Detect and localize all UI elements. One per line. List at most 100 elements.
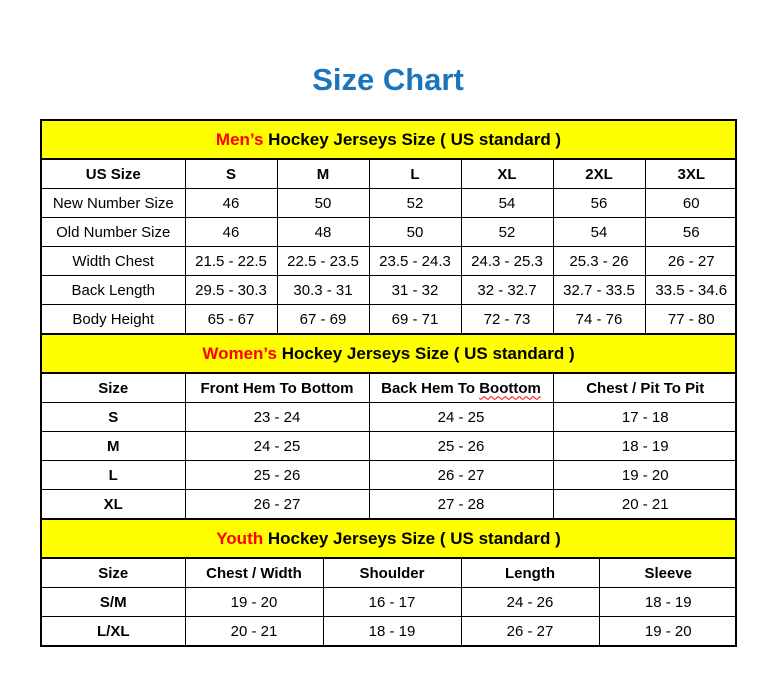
size-value-cell: 27 - 28 <box>368 489 554 518</box>
size-value-cell: 69 - 71 <box>368 304 462 333</box>
size-value-cell: 60 <box>644 188 737 218</box>
size-value-cell: 20 - 21 <box>184 616 324 645</box>
youth-section: Youth Hockey Jerseys Size ( US standard … <box>42 518 737 645</box>
column-header: Front Hem To Bottom <box>184 374 370 403</box>
size-value-cell: 31 - 32 <box>368 275 462 305</box>
table-row: XL 26 - 27 27 - 28 20 - 21 <box>42 489 737 518</box>
column-header: L <box>368 160 462 189</box>
size-value-cell: 56 <box>644 217 737 247</box>
size-value-cell: 46 <box>184 217 278 247</box>
youth-banner-highlight: Youth <box>216 528 264 548</box>
size-value-cell: 54 <box>552 217 646 247</box>
table-row: S/M 19 - 20 16 - 17 24 - 26 18 - 19 <box>42 587 737 617</box>
size-value-cell: 24 - 25 <box>184 431 370 461</box>
column-header: Chest / Pit To Pit <box>552 374 737 403</box>
column-header: S <box>184 160 278 189</box>
size-value-cell: 25 - 26 <box>184 460 370 490</box>
youth-header-row: Size Chest / Width Shoulder Length Sleev… <box>42 559 737 588</box>
size-value-cell: 46 <box>184 188 278 218</box>
mens-header-row: US Size S M L XL 2XL 3XL <box>42 160 737 189</box>
column-header: M <box>276 160 370 189</box>
size-value-cell: 26 - 27 <box>368 460 554 490</box>
size-value-cell: 50 <box>276 188 370 218</box>
table-row: New Number Size 46 50 52 54 56 60 <box>42 188 737 218</box>
size-value-cell: 19 - 20 <box>598 616 737 645</box>
size-value-cell: 21.5 - 22.5 <box>184 246 278 276</box>
table-row: Old Number Size 46 48 50 52 54 56 <box>42 217 737 247</box>
size-value-cell: 52 <box>368 188 462 218</box>
womens-banner-text: Hockey Jerseys Size ( US standard ) <box>276 343 575 363</box>
size-value-cell: 17 - 18 <box>552 402 737 432</box>
size-value-cell: 26 - 27 <box>460 616 600 645</box>
size-value-cell: 23.5 - 24.3 <box>368 246 462 276</box>
column-header: 3XL <box>644 160 737 189</box>
size-value-cell: 22.5 - 23.5 <box>276 246 370 276</box>
mens-banner-highlight: Men’s <box>215 129 264 149</box>
size-value-cell: 65 - 67 <box>184 304 278 333</box>
table-row: L 25 - 26 26 - 27 19 - 20 <box>42 460 737 490</box>
youth-size-table: Size Chest / Width Shoulder Length Sleev… <box>42 559 737 645</box>
size-value-cell: 24 - 26 <box>460 587 600 617</box>
mens-banner-text: Hockey Jerseys Size ( US standard ) <box>263 129 562 149</box>
table-row: S 23 - 24 24 - 25 17 - 18 <box>42 402 737 432</box>
column-header: Chest / Width <box>184 559 324 588</box>
size-value-cell: 26 - 27 <box>644 246 737 276</box>
size-value-cell: 74 - 76 <box>552 304 646 333</box>
mens-table-banner: Men’s Hockey Jerseys Size ( US standard … <box>42 121 735 160</box>
size-value-cell: 18 - 19 <box>598 587 737 617</box>
size-value-cell: 50 <box>368 217 462 247</box>
size-value-cell: 30.3 - 31 <box>276 275 370 305</box>
mens-size-table: US Size S M L XL 2XL 3XL New Number Size… <box>42 160 737 333</box>
womens-banner-highlight: Women’s <box>202 343 277 363</box>
size-value-cell: 18 - 19 <box>322 616 462 645</box>
header-text: Back Hem To <box>381 379 480 397</box>
column-header: 2XL <box>552 160 646 189</box>
size-value-cell: 52 <box>460 217 554 247</box>
size-value-cell: 25 - 26 <box>368 431 554 461</box>
size-value-cell: 32.7 - 33.5 <box>552 275 646 305</box>
size-value-cell: 20 - 21 <box>552 489 737 518</box>
womens-section: Women’s Hockey Jerseys Size ( US standar… <box>42 333 737 518</box>
row-label: S/M <box>42 587 186 617</box>
size-value-cell: 72 - 73 <box>460 304 554 333</box>
row-label: New Number Size <box>42 188 186 218</box>
womens-table-banner: Women’s Hockey Jerseys Size ( US standar… <box>42 333 735 374</box>
size-value-cell: 25.3 - 26 <box>552 246 646 276</box>
size-value-cell: 24.3 - 25.3 <box>460 246 554 276</box>
row-label: Old Number Size <box>42 217 186 247</box>
table-row: M 24 - 25 25 - 26 18 - 19 <box>42 431 737 461</box>
row-label: S <box>42 402 186 432</box>
column-header: Shoulder <box>322 559 462 588</box>
size-value-cell: 67 - 69 <box>276 304 370 333</box>
row-label: Body Height <box>42 304 186 333</box>
size-value-cell: 32 - 32.7 <box>460 275 554 305</box>
row-label: Back Length <box>42 275 186 305</box>
size-value-cell: 56 <box>552 188 646 218</box>
column-header: XL <box>460 160 554 189</box>
row-label: L <box>42 460 186 490</box>
table-row: L/XL 20 - 21 18 - 19 26 - 27 19 - 20 <box>42 616 737 645</box>
size-value-cell: 26 - 27 <box>184 489 370 518</box>
column-header: US Size <box>42 160 186 189</box>
mens-section: Men’s Hockey Jerseys Size ( US standard … <box>42 121 737 333</box>
size-value-cell: 16 - 17 <box>322 587 462 617</box>
row-label: M <box>42 431 186 461</box>
size-value-cell: 23 - 24 <box>184 402 370 432</box>
table-row: Back Length 29.5 - 30.3 30.3 - 31 31 - 3… <box>42 275 737 305</box>
youth-banner-text: Hockey Jerseys Size ( US standard ) <box>263 528 561 548</box>
size-value-cell: 19 - 20 <box>184 587 324 617</box>
womens-header-row: Size Front Hem To Bottom Back Hem To Boo… <box>42 374 737 403</box>
misspelled-word: Boottom <box>479 379 541 397</box>
column-header: Size <box>42 559 186 588</box>
row-label: L/XL <box>42 616 186 645</box>
row-label: Width Chest <box>42 246 186 276</box>
size-value-cell: 29.5 - 30.3 <box>184 275 278 305</box>
womens-size-table: Size Front Hem To Bottom Back Hem To Boo… <box>42 374 737 518</box>
column-header: Length <box>460 559 600 588</box>
table-row: Body Height 65 - 67 67 - 69 69 - 71 72 -… <box>42 304 737 333</box>
size-value-cell: 19 - 20 <box>552 460 737 490</box>
youth-table-banner: Youth Hockey Jerseys Size ( US standard … <box>42 518 735 559</box>
size-value-cell: 77 - 80 <box>644 304 737 333</box>
page-title: Size Chart <box>312 62 464 97</box>
